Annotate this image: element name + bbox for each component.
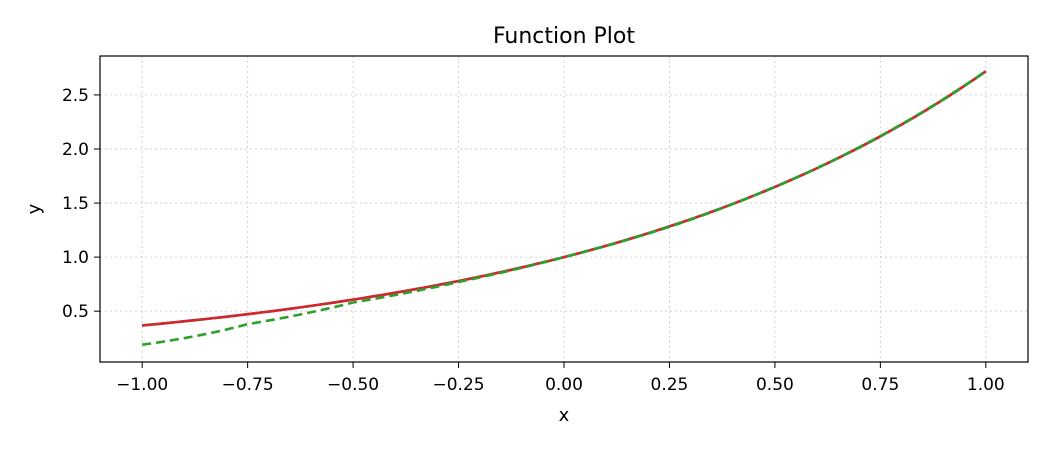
x-tick-label: −0.50 <box>327 375 379 395</box>
x-tick-label: −1.00 <box>116 375 168 395</box>
grid <box>100 56 1028 362</box>
x-axis-label: x <box>559 405 570 426</box>
y-tick-label: 1.0 <box>62 248 89 268</box>
x-tick-label: −0.75 <box>222 375 274 395</box>
series-line-3 <box>142 70 987 346</box>
chart-title: Function Plot <box>493 24 635 49</box>
y-tick-label: 2.0 <box>62 140 89 160</box>
plot-lines <box>142 70 987 346</box>
y-tick-label: 1.5 <box>62 194 89 214</box>
y-tick-label: 0.5 <box>62 302 89 322</box>
x-tick-label: 0.25 <box>651 375 689 395</box>
x-tick-label: −0.25 <box>432 375 484 395</box>
x-axis-ticks: −1.00 −0.75 −0.50 −0.25 0.00 0.25 0.50 0.75 1.00 <box>116 362 1005 395</box>
x-tick-label: 0.50 <box>756 375 794 395</box>
x-tick-label: 1.00 <box>967 375 1005 395</box>
x-tick-label: 0.75 <box>861 375 899 395</box>
y-tick-label: 2.5 <box>62 86 89 106</box>
y-axis-ticks: 0.5 1.0 1.5 2.0 2.5 <box>62 86 100 322</box>
y-axis-label: y <box>24 203 45 214</box>
x-tick-label: 0.00 <box>545 375 583 395</box>
